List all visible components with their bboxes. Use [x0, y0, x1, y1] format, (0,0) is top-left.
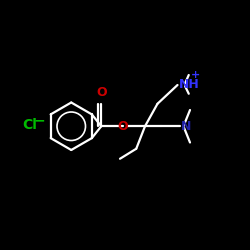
Text: N: N	[181, 120, 192, 133]
Text: NH: NH	[178, 78, 199, 91]
Text: −: −	[34, 114, 46, 128]
Text: O: O	[96, 86, 106, 99]
Text: Cl: Cl	[22, 118, 38, 132]
Text: O: O	[117, 120, 128, 133]
Text: +: +	[190, 70, 200, 81]
